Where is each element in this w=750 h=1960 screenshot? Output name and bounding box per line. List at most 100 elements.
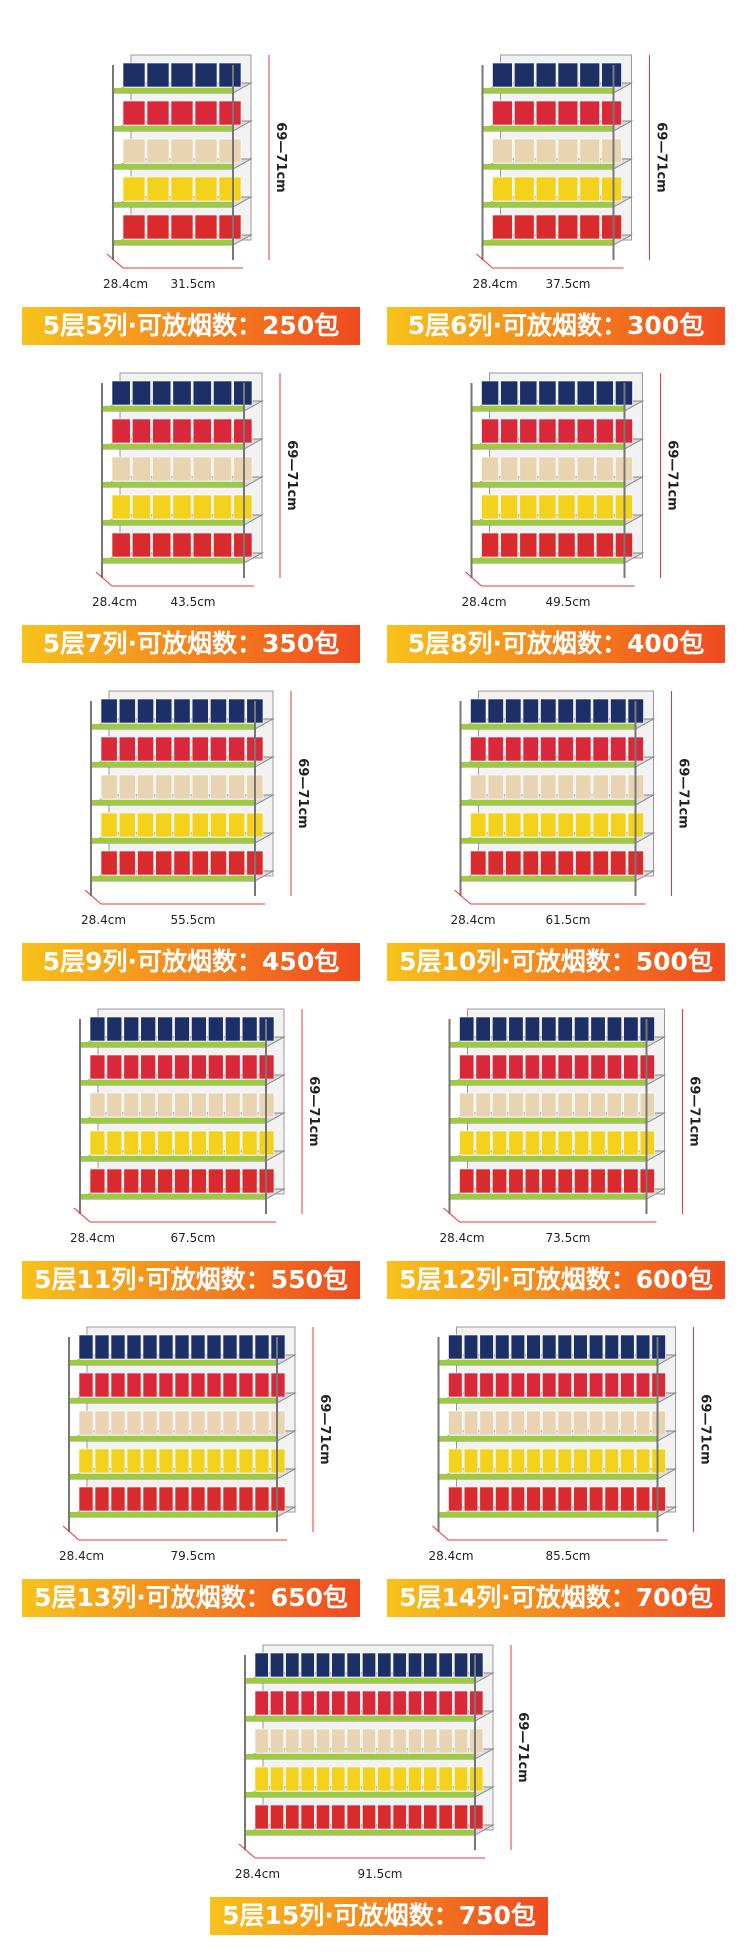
price-strip xyxy=(245,1830,475,1835)
product-box xyxy=(191,1016,207,1042)
product-box xyxy=(574,1054,590,1080)
height-label: 69—71cm xyxy=(687,1076,702,1146)
product-box xyxy=(111,532,131,558)
product-box xyxy=(157,1054,173,1080)
depth-label: 28.4cm xyxy=(440,1231,485,1245)
product-box xyxy=(111,418,131,444)
product-box xyxy=(408,1652,422,1678)
product-box xyxy=(392,1728,407,1754)
product-box xyxy=(590,1130,606,1156)
width-label: 67.5cm xyxy=(170,1231,215,1245)
product-box xyxy=(492,100,513,126)
product-box xyxy=(623,1016,639,1042)
product-box xyxy=(574,1168,590,1194)
banner-label: 5层10列·可放烟数：500包 xyxy=(399,947,713,976)
depth-label: 28.4cm xyxy=(473,277,518,291)
product-box xyxy=(254,1766,269,1792)
product-box xyxy=(514,100,535,126)
product-box xyxy=(601,176,622,202)
product-item: 69—71cm 28.4cm 31.5cm 5层5列·可放烟数：250包 xyxy=(22,54,360,345)
product-box xyxy=(94,1372,110,1398)
product-box xyxy=(362,1728,376,1754)
product-box xyxy=(152,380,172,406)
product-box xyxy=(346,1766,361,1792)
product-box xyxy=(505,698,522,724)
product-box xyxy=(377,1690,392,1716)
product-box xyxy=(158,1372,174,1398)
product-box xyxy=(222,1410,238,1436)
product-box xyxy=(635,1448,651,1474)
banner xyxy=(22,307,360,345)
product-box xyxy=(481,418,499,444)
price-strip xyxy=(449,1194,647,1199)
product-box xyxy=(438,1766,453,1792)
product-box xyxy=(233,418,253,444)
product-box xyxy=(479,1486,494,1512)
product-box xyxy=(316,1728,330,1754)
product-box xyxy=(316,1690,330,1716)
product-box xyxy=(557,698,574,724)
product-box xyxy=(469,1690,484,1716)
product-box xyxy=(122,100,146,126)
product-box xyxy=(362,1652,376,1678)
product-box xyxy=(535,138,557,164)
depth-line xyxy=(106,253,124,269)
product-box xyxy=(535,100,557,126)
product-box xyxy=(170,100,194,126)
product-box xyxy=(524,1054,540,1080)
product-box xyxy=(192,380,212,406)
depth-label: 28.4cm xyxy=(462,595,507,609)
height-label: 69—71cm xyxy=(676,758,691,828)
product-box xyxy=(557,380,576,406)
product-box xyxy=(601,100,622,126)
product-box xyxy=(377,1652,392,1678)
product-box xyxy=(210,812,227,838)
product-item: 69—71cm 28.4cm 91.5cm 5层15列·可放烟数：750包 xyxy=(210,1644,548,1935)
product-box xyxy=(610,736,627,762)
depth-line xyxy=(432,1525,449,1541)
product-box xyxy=(191,812,209,838)
width-label: 73.5cm xyxy=(545,1231,590,1245)
product-box xyxy=(495,1486,510,1512)
product-box xyxy=(110,1486,126,1512)
product-box xyxy=(423,1804,438,1830)
product-box xyxy=(110,1334,126,1360)
product-box xyxy=(174,1410,190,1436)
product-box xyxy=(233,532,253,558)
product-box xyxy=(346,1728,361,1754)
product-box xyxy=(541,1168,557,1194)
product-box xyxy=(392,1804,407,1830)
product-box xyxy=(228,850,246,876)
depth-line xyxy=(84,889,102,905)
depth-label: 28.4cm xyxy=(235,1867,280,1881)
product-item: 69—71cm 28.4cm 67.5cm 5层11列·可放烟数：550包 xyxy=(22,1008,360,1299)
depth-line xyxy=(238,1843,256,1859)
product-box xyxy=(423,1766,438,1792)
product-box xyxy=(100,736,118,762)
product-box xyxy=(492,1092,508,1118)
height-label: 69—71cm xyxy=(698,1394,713,1464)
product-box xyxy=(606,1168,622,1194)
product-box xyxy=(574,1016,590,1042)
product-box xyxy=(495,1334,510,1360)
product-box xyxy=(557,1130,573,1156)
product-box xyxy=(142,1334,158,1360)
product-box xyxy=(557,1334,572,1360)
product-box xyxy=(459,1130,475,1156)
product-box xyxy=(224,1092,241,1118)
product-box xyxy=(208,1092,224,1118)
product-box xyxy=(89,1092,106,1118)
product-box xyxy=(241,1168,258,1194)
product-box xyxy=(454,1804,468,1830)
product-box xyxy=(408,1690,422,1716)
product-box xyxy=(190,1486,206,1512)
product-box xyxy=(538,380,557,406)
product-box xyxy=(469,1728,484,1754)
product-box xyxy=(590,1054,606,1080)
product-box xyxy=(510,1410,526,1436)
product-box xyxy=(524,1092,540,1118)
product-box xyxy=(78,1410,94,1436)
product-item: 69—71cm 28.4cm 49.5cm 5层8列·可放烟数：400包 xyxy=(387,372,725,663)
price-strip xyxy=(449,1080,647,1085)
product-box xyxy=(137,850,154,876)
